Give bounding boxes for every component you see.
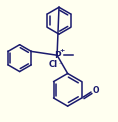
Text: +: +	[59, 48, 65, 53]
Text: O: O	[93, 86, 99, 95]
Text: Cl: Cl	[49, 60, 58, 69]
Text: P: P	[54, 51, 60, 60]
Text: ⁻: ⁻	[58, 62, 62, 68]
